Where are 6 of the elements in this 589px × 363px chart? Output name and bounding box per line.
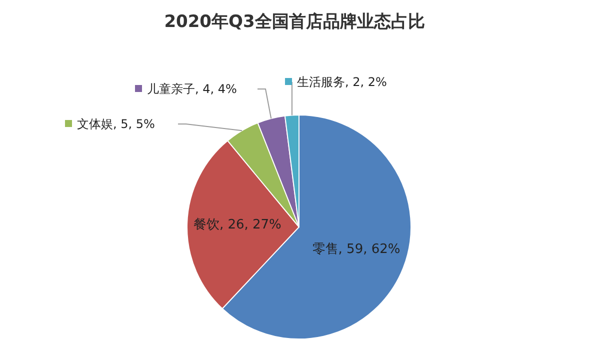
slice-label: 零售, 59, 62% (312, 242, 400, 258)
legend-label: 文体娱, 5, 5% (77, 117, 155, 131)
legend-label: 儿童亲子, 4, 4% (147, 82, 237, 96)
chart-title: 2020年Q3全国首店品牌业态占比 (163, 11, 426, 33)
legend-label: 生活服务, 2, 2% (297, 75, 387, 89)
slice-label: 餐饮, 26, 27% (193, 218, 282, 233)
